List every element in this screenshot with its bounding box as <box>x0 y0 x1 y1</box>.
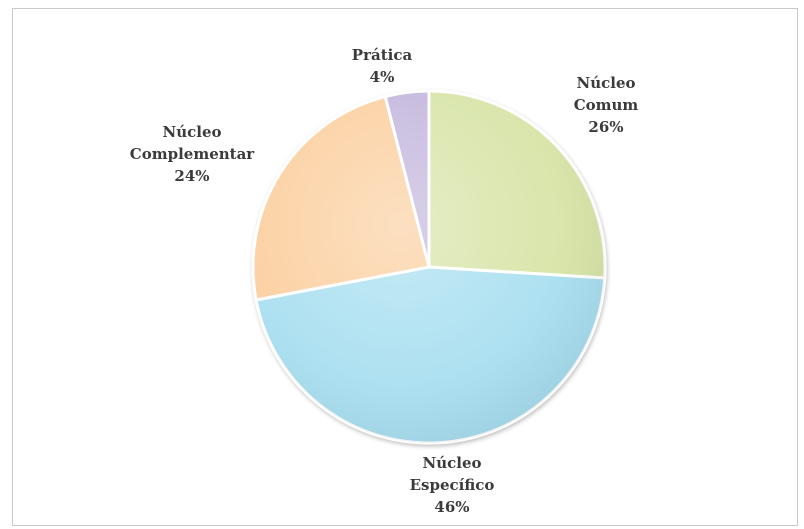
pie-labels: Núcleo Comum 26% Núcleo Específico 46% Núcleo C… <box>130 46 639 516</box>
slice-label-line: 4% <box>370 68 395 86</box>
slice-label-line: Núcleo <box>423 454 482 472</box>
slice-label-line: Prática <box>352 46 413 64</box>
pie-slices <box>251 89 607 445</box>
slice-label-2: Núcleo Complementar 24% <box>130 123 256 185</box>
slice-label-line: Específico <box>410 476 495 494</box>
slice-label-0: Núcleo Comum 26% <box>574 74 639 136</box>
slice-label-line: 26% <box>588 118 623 136</box>
slice-label-line: Núcleo <box>163 123 222 141</box>
slice-label-line: 46% <box>434 498 469 516</box>
pie-slice-nucleo-especifico <box>254 265 607 445</box>
slice-label-line: 24% <box>174 167 209 185</box>
slice-label-line: Complementar <box>130 145 256 163</box>
pie-slice-nucleo-comum <box>427 89 607 280</box>
slice-label-3: Prática 4% <box>352 46 413 86</box>
slice-label-line: Núcleo <box>577 74 636 92</box>
slice-label-line: Comum <box>574 96 639 114</box>
slice-label-1: Núcleo Específico 46% <box>410 454 495 516</box>
